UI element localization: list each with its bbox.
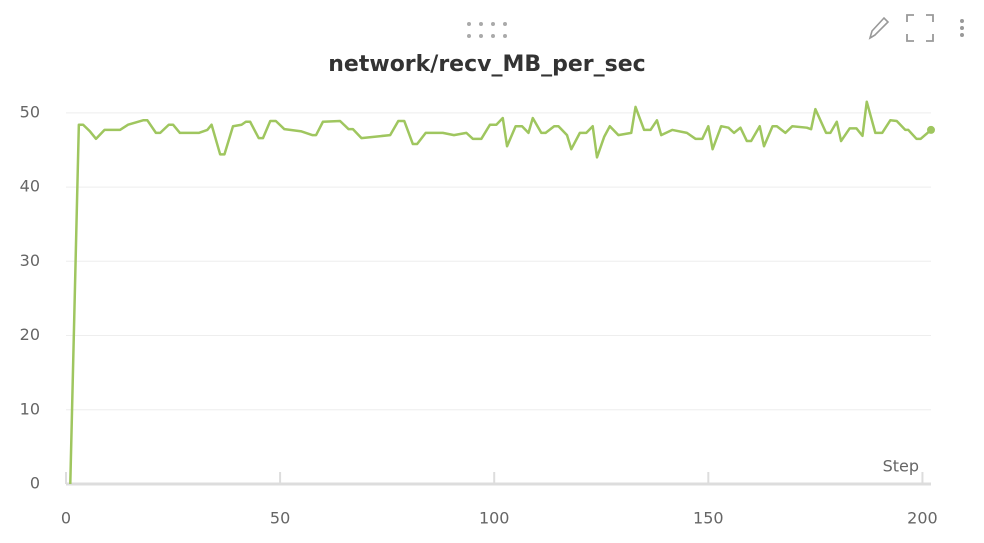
x-axis-label: Step [883, 457, 919, 476]
y-tick-label: 0 [30, 474, 40, 493]
y-tick-label: 10 [20, 399, 40, 418]
x-tick-label: 0 [61, 509, 71, 528]
y-tick-label: 50 [20, 102, 40, 121]
menu-icon[interactable] [960, 19, 964, 37]
end-point [927, 125, 935, 134]
edit-icon[interactable] [868, 16, 890, 40]
y-tick-label: 40 [20, 177, 40, 196]
x-tick-label: 100 [479, 509, 510, 528]
x-tick-label: 50 [270, 509, 290, 528]
y-tick-label: 30 [20, 251, 40, 270]
x-tick-label: 200 [907, 509, 938, 528]
y-tick-label: 20 [20, 325, 40, 344]
drag-handle[interactable] [467, 22, 507, 38]
chart-title: network/recv_MB_per_sec [328, 52, 645, 77]
data-line [69, 100, 932, 485]
fullscreen-icon[interactable] [906, 14, 934, 42]
x-tick-label: 150 [693, 509, 724, 528]
